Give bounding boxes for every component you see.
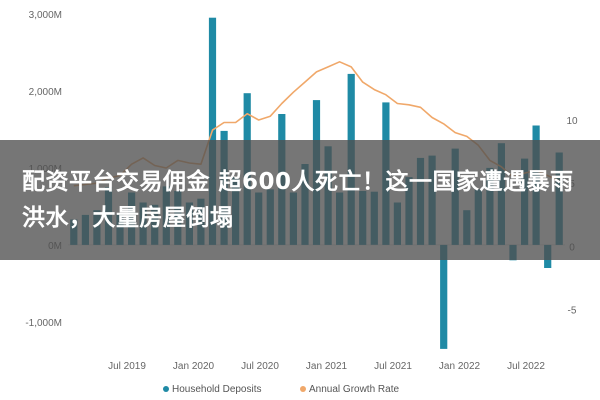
left-tick-label: 2,000M bbox=[29, 87, 62, 98]
x-tick-label: Jul 2021 bbox=[374, 361, 412, 372]
x-tick-label: Jul 2022 bbox=[507, 361, 545, 372]
x-tick-label: Jan 2020 bbox=[173, 361, 215, 372]
headline-title[interactable]: 配资平台交易佣金 超600人死亡！这一国家遭遇暴雨洪水，大量房屋倒塌 bbox=[22, 169, 574, 231]
x-tick-label: Jan 2021 bbox=[306, 361, 348, 372]
legend-label-household-deposits: Household Deposits bbox=[172, 384, 262, 395]
x-tick-label: Jan 2022 bbox=[439, 361, 481, 372]
left-tick-label: -1,000M bbox=[25, 318, 62, 329]
x-tick-label: Jul 2020 bbox=[241, 361, 279, 372]
right-tick-label: 10 bbox=[566, 116, 578, 127]
headline-banner: 配资平台交易佣金 超600人死亡！这一国家遭遇暴雨洪水，大量房屋倒塌 bbox=[0, 140, 600, 260]
legend-marker-household-deposits bbox=[163, 386, 169, 392]
legend-label-annual-growth-rate: Annual Growth Rate bbox=[309, 384, 399, 395]
legend-marker-annual-growth-rate bbox=[300, 386, 306, 392]
left-tick-label: 3,000M bbox=[29, 10, 62, 21]
bar bbox=[440, 244, 448, 349]
x-axis-ticks: Jul 2019 Jan 2020 Jul 2020 Jan 2021 Jul 2021… bbox=[108, 361, 545, 372]
right-tick-label: -5 bbox=[568, 306, 577, 317]
x-tick-label: Jul 2019 bbox=[108, 361, 146, 372]
legend: Household Deposits Annual Growth Rate bbox=[163, 384, 399, 395]
